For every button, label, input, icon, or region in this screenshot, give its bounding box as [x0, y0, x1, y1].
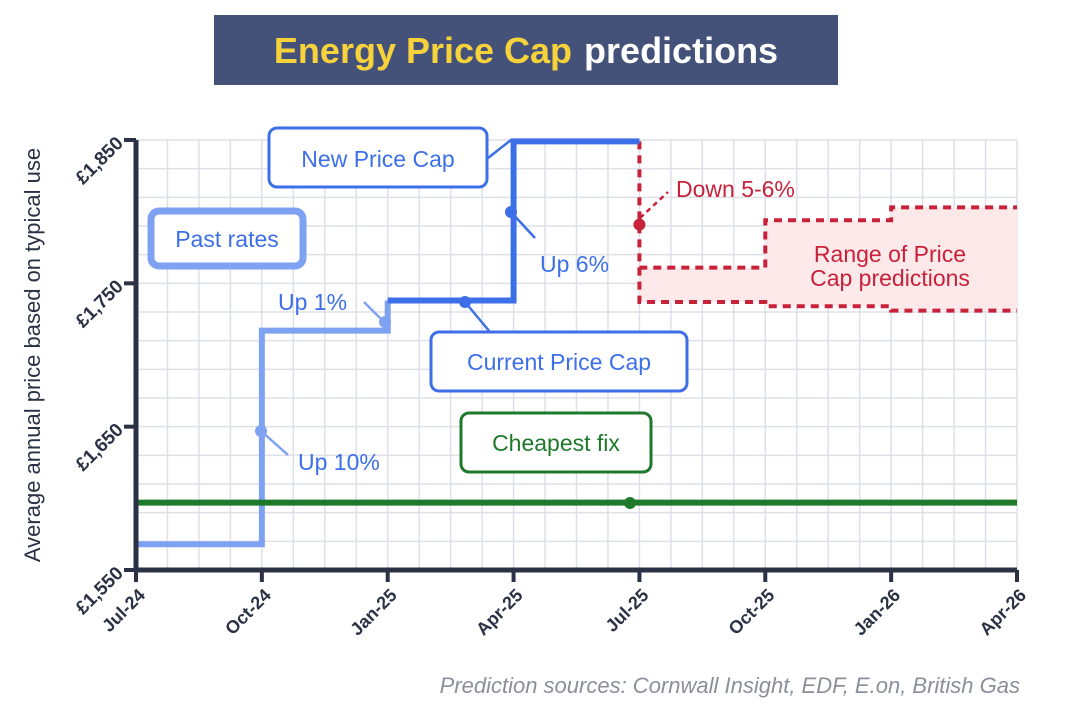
cheapest-fix-point — [624, 497, 636, 509]
past-rates-label: Past rates — [175, 226, 279, 252]
prediction-range-fill — [891, 207, 1017, 311]
y-tick-label: £1,850 — [72, 133, 128, 189]
prediction-range-fill — [639, 267, 766, 302]
prediction-range-lower — [637, 267, 1017, 313]
current-cap-label: Current Price Cap — [467, 349, 651, 375]
current-cap-label-box — [429, 330, 689, 393]
x-tick-label: Jul-25 — [602, 585, 653, 636]
past-rates-label-box — [147, 207, 307, 270]
new-cap-label: New Price Cap — [301, 146, 454, 172]
prediction-point — [633, 218, 646, 231]
y-axis-label: Average annual price based on typical us… — [20, 148, 45, 562]
current-cap-leader — [464, 301, 491, 333]
chart-title: Energy Price Cap predictions — [274, 30, 778, 71]
up6-label: Up 6% — [540, 251, 609, 277]
source-note: Prediction sources: Cornwall Insight, ED… — [440, 673, 1020, 698]
current-and-new-cap-line — [387, 138, 640, 304]
current-cap-point — [459, 296, 471, 308]
down-leader — [639, 191, 669, 219]
x-tick-label: Oct-25 — [725, 585, 779, 639]
up10-point — [255, 425, 267, 437]
past-rates-line — [136, 300, 391, 548]
x-tick-label: Apr-26 — [976, 585, 1030, 639]
y-tick-label: £1,650 — [72, 420, 128, 476]
range-label-line1: Range of Price — [814, 241, 966, 267]
range-label-line2: Cap predictions — [810, 265, 970, 291]
y-tick-label: £1,750 — [72, 276, 128, 332]
up10-leader — [260, 430, 289, 456]
new-cap-leader — [487, 139, 512, 159]
up1-label: Up 1% — [278, 289, 347, 315]
prediction-range-fill — [765, 220, 892, 307]
new-cap-label-box — [267, 126, 489, 189]
x-tick-label: Jan-25 — [346, 585, 400, 639]
cheapest-fix-label-box — [459, 411, 653, 474]
title-banner — [214, 15, 838, 85]
up6-point — [505, 206, 517, 218]
x-tick-label: Oct-24 — [221, 585, 275, 639]
down-label: Down 5-6% — [676, 176, 795, 202]
x-tick-label: Apr-25 — [472, 585, 526, 639]
cheapest-fix-label: Cheapest fix — [492, 430, 620, 456]
x-tick-label: Jan-26 — [850, 585, 904, 639]
up1-point — [379, 316, 391, 328]
up10-label: Up 10% — [298, 449, 380, 475]
